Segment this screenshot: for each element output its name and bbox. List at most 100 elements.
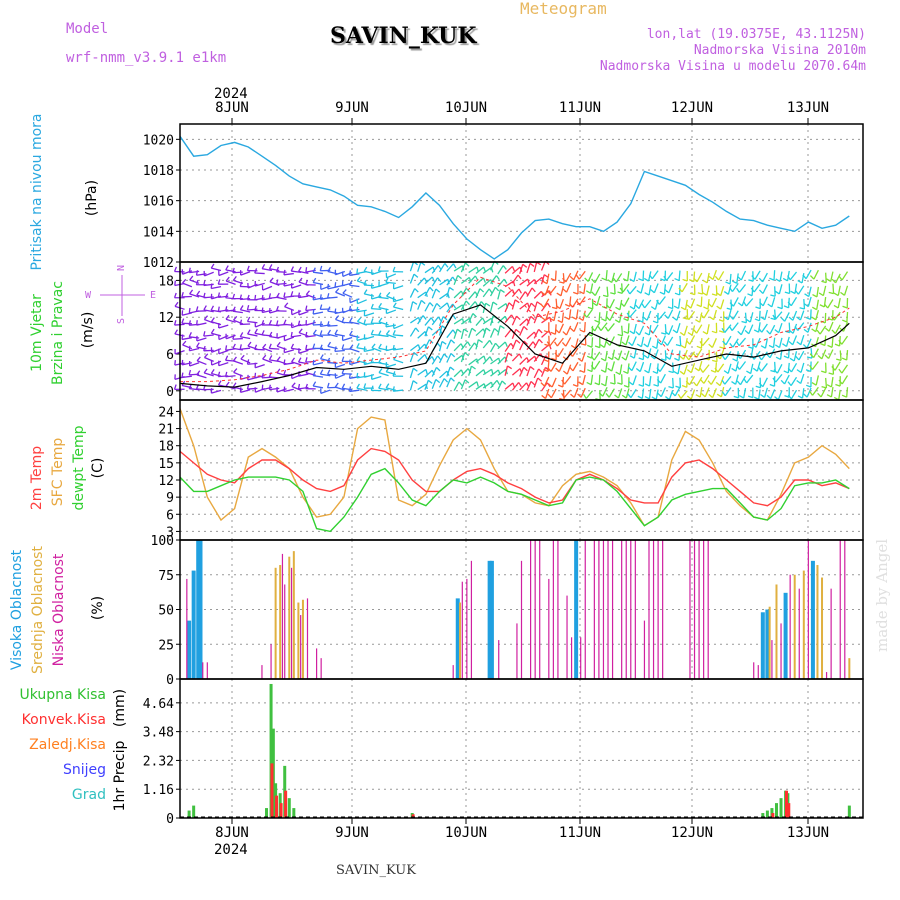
wind-barb — [663, 284, 667, 295]
wind-barb-flag — [182, 340, 187, 346]
wind-barb — [789, 271, 798, 281]
wind-barb-flag — [471, 365, 476, 370]
wind-barb — [543, 376, 550, 387]
wind-barb — [554, 270, 557, 281]
wind-barb-flag — [578, 317, 584, 322]
wind-barb-flag — [348, 305, 352, 312]
wind-barb — [519, 318, 528, 327]
wind-barb-flag — [533, 279, 537, 285]
wind-barb-flag — [386, 291, 391, 297]
wind-barb-flag — [319, 330, 323, 336]
wind-barb-flag — [283, 386, 286, 392]
compass-west: W — [85, 290, 92, 301]
wind-barb — [731, 322, 739, 331]
wind-barb-flag — [590, 355, 595, 361]
wind-barb — [533, 262, 538, 273]
wind-barb-flag — [796, 341, 802, 346]
wind-barb — [284, 349, 295, 354]
wind-barb — [460, 379, 466, 390]
wind-barb — [762, 272, 768, 283]
wind-barb-flag — [538, 368, 543, 373]
wind-barb — [596, 295, 601, 306]
wind-barb-flag — [600, 357, 606, 362]
wind-barb-flag — [312, 329, 317, 335]
wind-barb — [453, 328, 458, 339]
wind-barb — [677, 298, 681, 309]
wind-barb-flag — [623, 370, 629, 374]
wind-barb — [658, 311, 666, 320]
cloud-low-bar — [830, 588, 832, 679]
cloud-low-bar — [498, 640, 500, 679]
wind-barb — [349, 321, 360, 325]
wind-barb-flag — [349, 330, 353, 336]
wind-barb-flag — [557, 319, 563, 324]
wind-barb-flag — [550, 331, 556, 335]
wind-barb-flag — [312, 343, 316, 349]
wind-barb — [813, 269, 819, 280]
wind-barb-flag — [650, 355, 656, 360]
wind-barb-flag — [514, 299, 520, 304]
wind-barb-flag — [348, 373, 352, 379]
wind-barb — [790, 296, 798, 307]
compass-south: S — [116, 318, 127, 324]
wind-barb — [758, 389, 761, 400]
wind-barb — [617, 388, 623, 399]
wind-barb — [745, 298, 754, 307]
wind-barb-flag — [356, 372, 359, 378]
wind-barb — [684, 299, 688, 310]
wind-barb-flag — [488, 288, 493, 294]
wind-barb-flag — [210, 263, 215, 269]
wind-barb — [468, 266, 478, 274]
wind-barb-flag — [224, 306, 228, 312]
y-tick-label: 100 — [151, 534, 174, 549]
cloud-low-bar — [844, 540, 846, 679]
wind-barb-flag — [334, 282, 337, 288]
wind-barb-flag — [725, 281, 731, 285]
wind-barb — [468, 275, 476, 284]
wind-barb — [203, 296, 214, 299]
day-label-top: 12JUN — [671, 100, 713, 116]
cloud-mid-bar — [288, 556, 291, 679]
cloud-mid-bar — [297, 602, 300, 679]
wind-barb-flag — [626, 312, 631, 318]
wind-barb — [424, 380, 429, 390]
wind-barb-flag — [587, 344, 593, 348]
wind-barb — [825, 272, 827, 283]
wind-barb-flag — [489, 356, 493, 362]
wind-barb — [719, 349, 725, 360]
wind-barb-flag — [276, 356, 281, 362]
wind-barb-flag — [650, 306, 656, 311]
wind-barb — [666, 336, 674, 346]
wind-barb — [807, 296, 812, 307]
wind-barb-flag — [531, 287, 536, 293]
wind-barb-flag — [551, 306, 558, 310]
wind-barb — [262, 347, 273, 353]
wind-barb — [566, 364, 572, 375]
wind-barb-flag — [327, 341, 332, 347]
wind-barb-flag — [766, 394, 772, 400]
wind-barb — [189, 347, 200, 352]
wind-barb — [240, 389, 251, 393]
y-tick-label: 6 — [166, 348, 174, 363]
wind-barb-flag — [826, 394, 832, 398]
wind-barb — [625, 350, 630, 361]
wind-barb — [593, 351, 601, 361]
wind-barb-flag — [659, 291, 665, 295]
wind-barb — [342, 308, 353, 314]
wind-barb-flag — [617, 382, 623, 385]
wind-barb — [320, 285, 331, 291]
wind-barb-flag — [246, 384, 250, 390]
wind-barb — [334, 349, 345, 353]
wind-barb — [482, 266, 492, 274]
wind-barb-flag — [694, 367, 700, 372]
wind-barb-flag — [575, 274, 580, 280]
wind-ylabel-line1: 10m Vjetar — [29, 294, 45, 372]
wind-barb — [327, 270, 338, 275]
wind-barb-flag — [284, 302, 289, 308]
wind-barb-flag — [239, 319, 243, 325]
wind-barb-flag — [495, 342, 500, 348]
wind-barb — [656, 338, 659, 349]
wind-barb — [778, 284, 783, 295]
wind-barb-flag — [385, 383, 390, 389]
cloud-mid-bar — [775, 584, 778, 679]
